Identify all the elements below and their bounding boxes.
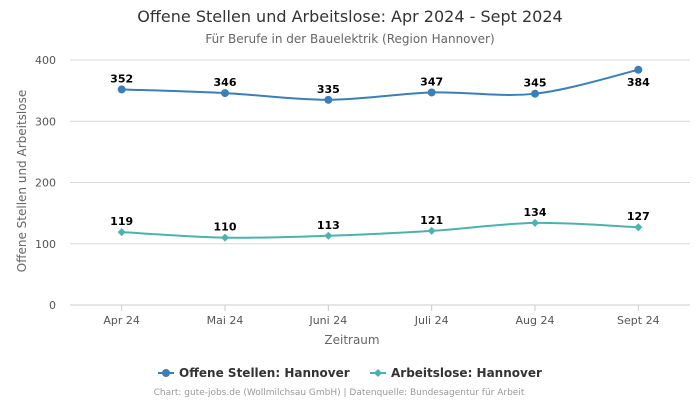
x-tick-label: Juni 24: [308, 314, 347, 327]
data-label: 384: [627, 76, 650, 89]
data-label: 345: [524, 77, 547, 90]
y-tick-label: 200: [35, 177, 56, 190]
data-label: 352: [110, 72, 133, 85]
data-point[interactable]: [531, 89, 539, 98]
data-point[interactable]: [324, 231, 333, 240]
data-point[interactable]: [427, 226, 436, 235]
y-tick-label: 0: [49, 299, 56, 312]
series-arbeitslose: [117, 218, 643, 242]
y-axis-title: Offene Stellen und Arbeitslose: [15, 90, 29, 272]
data-label: 119: [110, 215, 133, 228]
legend-label-arbeitslose: Arbeitslose: Hannover: [391, 366, 542, 380]
data-label: 127: [627, 210, 650, 223]
y-tick-label: 100: [35, 238, 56, 251]
data-point[interactable]: [117, 85, 126, 94]
data-point[interactable]: [531, 218, 539, 227]
x-tick-label: Juli 24: [414, 314, 449, 327]
chart-credits: Chart: gute-jobs.de (Wollmilchsau GmbH) …: [154, 388, 525, 398]
data-point[interactable]: [634, 65, 643, 74]
data-label: 121: [420, 214, 443, 227]
legend-label-offene-stellen: Offene Stellen: Hannover: [179, 366, 350, 380]
data-point[interactable]: [117, 228, 126, 237]
x-axis-ticks: Apr 24 Mai 24 Juni 24 Juli 24 Aug 24 Sept 24: [103, 305, 660, 327]
x-tick-label: Sept 24: [617, 314, 660, 327]
y-tick-label: 400: [35, 54, 56, 67]
y-tick-label: 300: [35, 115, 56, 128]
data-point[interactable]: [221, 89, 229, 98]
legend-item-arbeitslose[interactable]: Arbeitslose: Hannover: [370, 366, 542, 380]
chart-title: Offene Stellen und Arbeitslose: Apr 2024…: [137, 7, 562, 26]
x-tick-label: Apr 24: [103, 314, 140, 327]
series-line: [121, 221, 639, 239]
legend: Offene Stellen: Hannover Arbeitslose: Ha…: [158, 366, 542, 380]
series-line: [121, 68, 639, 101]
x-axis-title: Zeitraum: [324, 333, 379, 347]
x-tick-label: Mai 24: [207, 314, 244, 327]
legend-item-offene-stellen[interactable]: Offene Stellen: Hannover: [158, 366, 350, 380]
chart-subtitle: Für Berufe in der Bauelektrik (Region Ha…: [205, 32, 494, 46]
data-label: 113: [317, 219, 340, 232]
data-point[interactable]: [427, 88, 436, 97]
series-offene-stellen: [117, 65, 643, 104]
data-labels: 352 346 335 347 345 384 119 110 113 121 134 127: [110, 72, 650, 233]
data-point[interactable]: [221, 233, 229, 242]
legend-marker-offene-stellen: [162, 369, 170, 377]
series-layer: [117, 65, 643, 242]
data-label: 347: [420, 75, 443, 88]
data-label: 346: [214, 76, 237, 89]
data-label: 134: [524, 206, 547, 219]
legend-marker-arbeitslose: [374, 369, 382, 377]
data-point[interactable]: [634, 223, 643, 232]
y-axis-ticks: 0 100 200 300 400: [35, 54, 56, 312]
data-label: 335: [317, 83, 340, 96]
grid-lines: [70, 59, 690, 306]
x-tick-label: Aug 24: [516, 314, 555, 327]
data-label: 110: [214, 221, 237, 234]
data-point[interactable]: [324, 95, 333, 104]
